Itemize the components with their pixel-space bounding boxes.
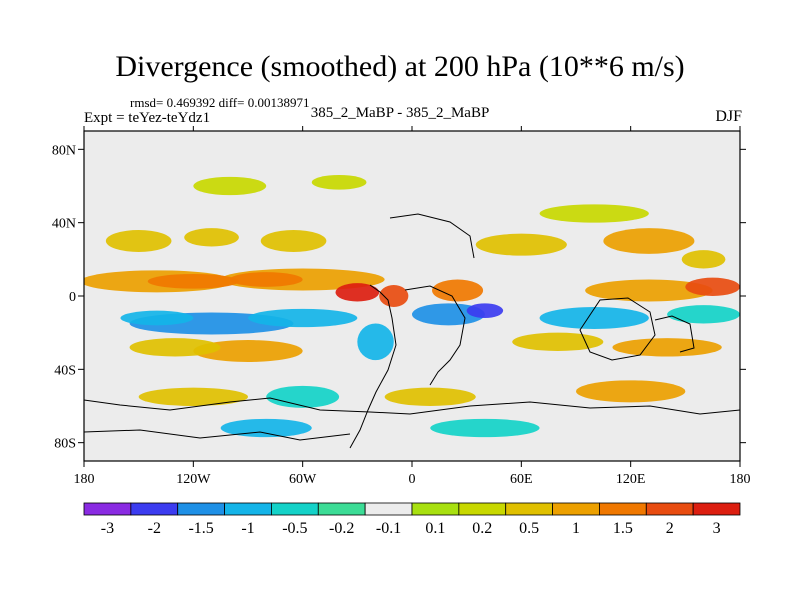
heatmap-blob [430, 418, 540, 438]
heatmap-blob [681, 250, 726, 269]
colorbar-swatch [130, 502, 179, 516]
chart-title: Divergence (smoothed) at 200 hPa (10**6 … [115, 50, 685, 83]
x-tick-label: 120W [176, 472, 211, 487]
heatmap-blob [384, 387, 476, 407]
heatmap-blob [603, 228, 695, 254]
x-tick-label: 60E [510, 472, 533, 487]
colorbar-label: -0.5 [282, 520, 307, 537]
colorbar-swatch [224, 502, 272, 516]
heatmap-blob [105, 230, 172, 252]
heatmap-blob [539, 307, 649, 329]
x-tick-label: 60W [289, 472, 317, 487]
x-tick-label: 180 [74, 472, 95, 487]
season-label: DJF [715, 108, 742, 125]
heatmap-blob [260, 230, 327, 252]
x-tick-label: 0 [409, 472, 416, 487]
heatmap-blob [685, 277, 740, 296]
colorbar-swatch [645, 502, 694, 516]
colorbar-swatch [317, 502, 366, 516]
heatmap-blob [193, 340, 303, 362]
coastline-antarctica-inner [84, 429, 351, 441]
coastline-australia [579, 297, 656, 361]
coastline-layer [84, 213, 740, 449]
heatmap-blob [266, 385, 340, 408]
heatmap-blob [466, 303, 504, 318]
colorbar-swatch [364, 502, 413, 516]
heatmap-blob [612, 338, 722, 357]
heatmap-blob [379, 285, 409, 307]
coastline-pacific-islands [654, 315, 695, 353]
y-tick-label: 0 [69, 290, 76, 305]
colorbar-label: -0.2 [329, 520, 354, 537]
comparison-text-inner: 385_2_MaBP - 385_2_MaBP [310, 105, 490, 121]
colorbar-label: 3 [713, 520, 721, 537]
experiment-text: Expt = teYez-teYdz1 [84, 110, 211, 126]
heatmap-layer [84, 175, 740, 438]
colorbar: -3 -2 -1.5 -1 -0.5 -0.2 -0.1 0.1 0.2 0.5 1 1.5 2 3 [83, 502, 741, 537]
heatmap-blob [412, 303, 485, 326]
heatmap-blob [576, 380, 686, 403]
heatmap-blob [335, 283, 380, 302]
colorbar-label: -0.1 [376, 520, 401, 537]
colorbar-label: 0.5 [519, 520, 539, 537]
colorbar-label: 1 [572, 520, 580, 537]
x-axis: 180 120W 60W 0 60E 120E 180 [74, 126, 751, 487]
x-tick-label: 180 [730, 472, 751, 487]
colorbar-label: -1 [241, 520, 254, 537]
colorbar-swatch [599, 502, 647, 516]
coastline-north-africa [389, 213, 475, 259]
heatmap-blob [184, 228, 239, 247]
y-axis: 80N 40N 0 40S 80S [52, 143, 746, 452]
heatmap-blob [311, 175, 367, 190]
colorbar-swatch [411, 502, 460, 516]
y-tick-label: 80N [52, 143, 76, 158]
comparison-text: 385_2_MaBP - 385_2_MaBP [0, 105, 800, 122]
coastline-antarctica [84, 397, 740, 415]
heatmap-blob [120, 310, 194, 326]
heatmap-blob [247, 308, 358, 328]
colorbar-swatch [271, 502, 319, 516]
y-tick-label: 80S [54, 437, 76, 452]
y-tick-label: 40N [52, 217, 76, 232]
heatmap-blob [229, 272, 303, 287]
colorbar-swatch [505, 502, 553, 516]
heatmap-blob [585, 279, 713, 302]
colorbar-swatch [552, 502, 600, 516]
colorbar-label: 0.2 [472, 520, 492, 537]
stats-text: rmsd= 0.469392 diff= 0.00138971 [130, 95, 310, 110]
heatmap-blob [512, 332, 604, 352]
colorbar-swatch [83, 502, 132, 516]
colorbar-label: 1.5 [613, 520, 633, 537]
colorbar-swatch [458, 502, 507, 516]
heatmap-blob [539, 204, 649, 223]
colorbar-label: 2 [666, 520, 674, 537]
colorbar-label: -3 [101, 520, 114, 537]
heatmap-blob [220, 418, 312, 438]
y-tick-label: 40S [54, 363, 76, 378]
heatmap-blob [129, 338, 221, 357]
heatmap-blob [475, 233, 567, 256]
heatmap-blob [147, 274, 239, 289]
heatmap-blob [667, 305, 740, 324]
coastline-south-america [349, 284, 397, 449]
colorbar-swatch [692, 502, 741, 516]
colorbar-label: -2 [148, 520, 161, 537]
heatmap-blob [432, 279, 484, 302]
x-tick-label: 120E [616, 472, 646, 487]
heatmap-blob [357, 323, 394, 361]
colorbar-swatch [177, 502, 225, 516]
heatmap-blob [138, 387, 248, 407]
coastline-africa [404, 285, 466, 386]
heatmap-blob [193, 176, 267, 196]
colorbar-label: -1.5 [188, 520, 213, 537]
colorbar-label: 0.1 [425, 520, 445, 537]
